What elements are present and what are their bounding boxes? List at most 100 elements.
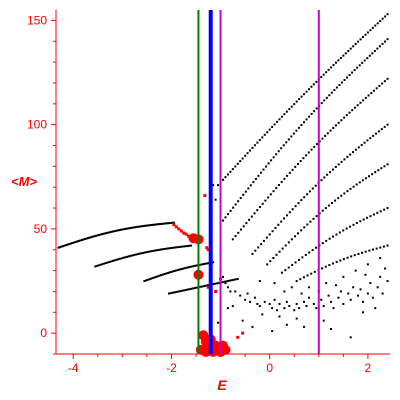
data-point bbox=[354, 42, 357, 45]
data-point bbox=[369, 137, 372, 140]
data-point bbox=[364, 177, 367, 180]
data-point bbox=[342, 275, 345, 278]
data-point bbox=[278, 302, 281, 305]
data-point bbox=[281, 247, 284, 250]
data-point bbox=[384, 40, 387, 43]
vertical-lines bbox=[197, 10, 320, 354]
data-point bbox=[381, 82, 384, 85]
data-point bbox=[383, 165, 386, 168]
data-point bbox=[256, 302, 259, 305]
data-point bbox=[214, 282, 217, 285]
data-point bbox=[352, 151, 355, 154]
data-point bbox=[308, 251, 311, 254]
data-point bbox=[126, 227, 129, 230]
data-point bbox=[224, 282, 227, 285]
data-point bbox=[330, 66, 333, 69]
data-point bbox=[287, 241, 290, 244]
data-point bbox=[171, 270, 174, 273]
data-point bbox=[161, 222, 164, 225]
data-point bbox=[320, 298, 323, 301]
data-point bbox=[327, 294, 330, 297]
data-point bbox=[251, 252, 254, 255]
x-tick-label: 2 bbox=[365, 361, 372, 375]
data-point bbox=[303, 121, 306, 124]
data-point bbox=[362, 218, 365, 221]
data-point bbox=[328, 237, 331, 240]
data-point bbox=[372, 89, 375, 92]
y-tick-label: 100 bbox=[27, 118, 47, 132]
data-point bbox=[259, 171, 262, 174]
data-point bbox=[154, 223, 157, 226]
data-point bbox=[180, 289, 183, 292]
data-point bbox=[133, 253, 136, 256]
data-point bbox=[278, 250, 281, 253]
data-point bbox=[60, 245, 63, 248]
data-point bbox=[104, 262, 107, 265]
data-point bbox=[119, 228, 122, 231]
data-point bbox=[97, 264, 100, 267]
data-point bbox=[327, 68, 330, 71]
data-point bbox=[217, 184, 220, 187]
data-point bbox=[184, 232, 188, 236]
data-point bbox=[174, 246, 177, 249]
x-tick-label: 0 bbox=[266, 361, 273, 375]
data-point bbox=[175, 269, 178, 272]
data-point bbox=[315, 246, 318, 249]
y-axis-label: <M> bbox=[11, 174, 37, 189]
data-point bbox=[357, 252, 360, 255]
data-point bbox=[347, 292, 350, 295]
data-point bbox=[342, 229, 345, 232]
data-point bbox=[87, 237, 90, 240]
data-point bbox=[277, 183, 280, 186]
data-point bbox=[356, 104, 359, 107]
data-point bbox=[268, 233, 271, 236]
data-point bbox=[160, 274, 163, 277]
data-point bbox=[181, 267, 184, 270]
data-point bbox=[313, 145, 316, 148]
data-point bbox=[275, 253, 278, 256]
data-point bbox=[305, 90, 308, 93]
data-point bbox=[383, 80, 386, 83]
data-point bbox=[122, 256, 125, 259]
data-point bbox=[303, 196, 306, 199]
data-point bbox=[386, 123, 389, 126]
data-point bbox=[386, 280, 389, 283]
data-point bbox=[366, 263, 369, 266]
data-point bbox=[309, 220, 312, 223]
data-point bbox=[283, 217, 286, 220]
data-point bbox=[267, 162, 270, 165]
data-point bbox=[272, 257, 275, 260]
data-point bbox=[231, 168, 234, 171]
data-point bbox=[358, 64, 361, 67]
data-point bbox=[244, 190, 247, 193]
data-point bbox=[212, 283, 215, 286]
data-point bbox=[151, 223, 154, 226]
data-point bbox=[320, 76, 323, 79]
data-point bbox=[132, 226, 135, 229]
data-point bbox=[346, 76, 349, 79]
data-point bbox=[282, 144, 285, 147]
data-point bbox=[153, 276, 156, 279]
data-point bbox=[163, 222, 166, 225]
data-point bbox=[159, 248, 162, 251]
data-point bbox=[286, 174, 289, 177]
data-point bbox=[140, 252, 143, 255]
data-point bbox=[188, 244, 191, 247]
data-point bbox=[172, 246, 175, 249]
data-point bbox=[190, 244, 193, 247]
data-point bbox=[378, 45, 381, 48]
data-point bbox=[374, 24, 377, 27]
data-point bbox=[349, 225, 352, 228]
data-point bbox=[182, 231, 186, 235]
data-point bbox=[145, 251, 148, 254]
data-point bbox=[386, 207, 389, 210]
data-point bbox=[313, 270, 316, 273]
data-point bbox=[331, 168, 334, 171]
data-point bbox=[368, 175, 371, 178]
data-point bbox=[251, 325, 254, 328]
data-point bbox=[77, 239, 80, 242]
data-point bbox=[353, 106, 356, 109]
data-point bbox=[352, 286, 355, 289]
data-point bbox=[297, 258, 300, 261]
data-point bbox=[273, 123, 276, 126]
